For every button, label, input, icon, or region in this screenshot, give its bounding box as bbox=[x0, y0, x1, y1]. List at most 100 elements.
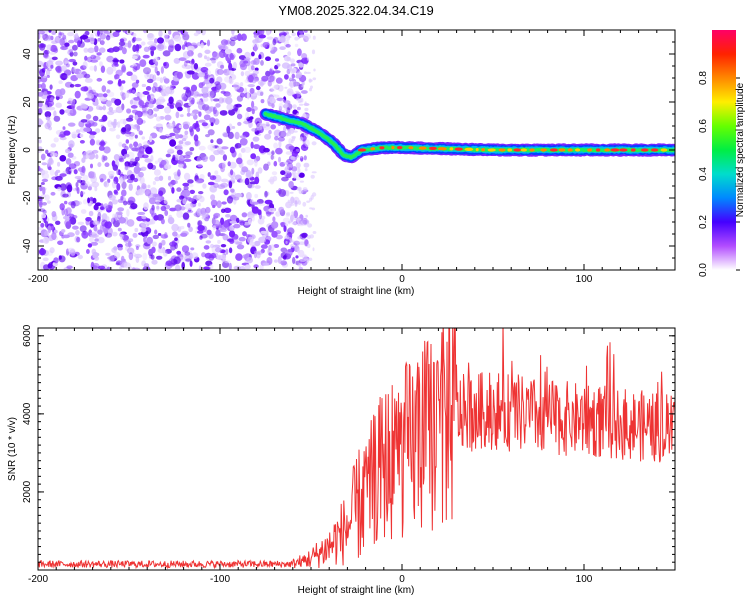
noise-cell bbox=[151, 86, 157, 93]
noise-cell bbox=[249, 60, 254, 67]
noise-cell bbox=[275, 77, 283, 84]
noise-cell bbox=[160, 234, 169, 239]
noise-cell bbox=[101, 116, 107, 123]
noise-cell bbox=[159, 201, 164, 205]
noise-cell bbox=[206, 56, 210, 62]
noise-cell bbox=[248, 74, 254, 83]
noise-cell bbox=[161, 239, 166, 246]
noise-cell bbox=[44, 230, 50, 237]
noise-cell bbox=[202, 156, 208, 162]
noise-cell bbox=[178, 40, 184, 46]
noise-cell bbox=[79, 140, 85, 144]
noise-cell bbox=[119, 266, 123, 270]
noise-cell bbox=[89, 234, 98, 238]
noise-cell bbox=[134, 227, 139, 233]
noise-cell bbox=[196, 194, 203, 199]
noise-cell bbox=[62, 193, 69, 198]
noise-cell bbox=[206, 39, 211, 47]
noise-cell bbox=[259, 30, 265, 35]
noise-cell bbox=[82, 199, 88, 205]
noise-cell bbox=[216, 85, 220, 93]
noise-cell bbox=[145, 86, 152, 91]
noise-cell bbox=[298, 30, 305, 34]
noise-cell bbox=[156, 205, 160, 211]
noise-cell bbox=[132, 89, 136, 94]
noise-cell bbox=[285, 151, 293, 155]
noise-cell bbox=[138, 232, 145, 236]
noise-cell bbox=[223, 207, 232, 213]
noise-cell bbox=[294, 200, 298, 207]
noise-cell bbox=[279, 46, 286, 50]
signal-peak bbox=[379, 146, 385, 150]
noise-cell bbox=[284, 166, 290, 172]
signal-peak bbox=[507, 148, 512, 152]
noise-cell bbox=[94, 45, 99, 53]
noise-cell bbox=[239, 138, 248, 146]
noise-cell bbox=[178, 163, 184, 168]
noise-cell bbox=[160, 66, 164, 74]
noise-cell bbox=[290, 243, 295, 248]
noise-cell bbox=[114, 191, 119, 196]
noise-cell bbox=[41, 178, 49, 183]
noise-cell bbox=[146, 236, 153, 245]
noise-cell bbox=[106, 89, 111, 94]
noise-cell bbox=[38, 32, 41, 40]
noise-cell bbox=[49, 97, 55, 102]
noise-cell bbox=[165, 260, 173, 267]
x-tick-label: 100 bbox=[576, 574, 593, 585]
noise-cell bbox=[191, 72, 200, 80]
noise-cell bbox=[66, 63, 70, 68]
noise-cell bbox=[253, 34, 258, 38]
noise-cell bbox=[291, 156, 296, 159]
signal-peak bbox=[630, 148, 636, 152]
noise-cell bbox=[190, 62, 195, 71]
noise-cell bbox=[210, 199, 218, 207]
noise-cell bbox=[201, 30, 206, 36]
noise-cell bbox=[105, 35, 111, 41]
noise-cell bbox=[207, 172, 211, 177]
noise-cell bbox=[59, 173, 67, 177]
noise-cell bbox=[220, 217, 225, 225]
noise-cell bbox=[258, 211, 262, 220]
noise-cell bbox=[305, 39, 309, 42]
x-tick-label: -200 bbox=[28, 274, 48, 285]
noise-cell bbox=[133, 177, 139, 183]
noise-cell bbox=[147, 184, 151, 189]
noise-cell bbox=[118, 141, 123, 147]
noise-cell bbox=[199, 235, 203, 240]
noise-cell bbox=[201, 252, 206, 258]
noise-cell bbox=[51, 211, 57, 218]
noise-cell bbox=[225, 214, 231, 218]
noise-cell bbox=[273, 142, 278, 149]
noise-cell bbox=[70, 201, 76, 209]
noise-cell bbox=[176, 250, 182, 255]
noise-cell bbox=[121, 47, 127, 55]
noise-cell bbox=[258, 37, 264, 42]
noise-cell bbox=[175, 99, 184, 108]
noise-cell bbox=[132, 33, 137, 37]
noise-cell bbox=[72, 66, 76, 73]
noise-cell bbox=[251, 167, 255, 175]
noise-cell bbox=[122, 30, 127, 33]
noise-cell bbox=[264, 190, 268, 198]
noise-cell bbox=[173, 57, 181, 64]
noise-cell bbox=[90, 171, 96, 179]
noise-cell bbox=[306, 57, 309, 61]
noise-cell bbox=[207, 181, 215, 186]
noise-cell bbox=[137, 211, 146, 216]
noise-cell bbox=[182, 33, 190, 41]
noise-cell bbox=[47, 158, 54, 166]
noise-cell bbox=[64, 109, 73, 114]
noise-cell bbox=[154, 160, 158, 165]
noise-cell bbox=[298, 266, 303, 270]
noise-cell bbox=[46, 119, 52, 128]
noise-cell bbox=[207, 144, 215, 151]
noise-cell bbox=[272, 38, 277, 46]
noise-cell bbox=[298, 62, 305, 68]
noise-cell bbox=[114, 213, 119, 221]
noise-cell bbox=[279, 35, 286, 43]
noise-cell bbox=[214, 81, 221, 86]
noise-cell bbox=[171, 223, 179, 232]
noise-cell bbox=[301, 90, 308, 94]
colorbar-tick-label: 0.0 bbox=[698, 263, 709, 277]
